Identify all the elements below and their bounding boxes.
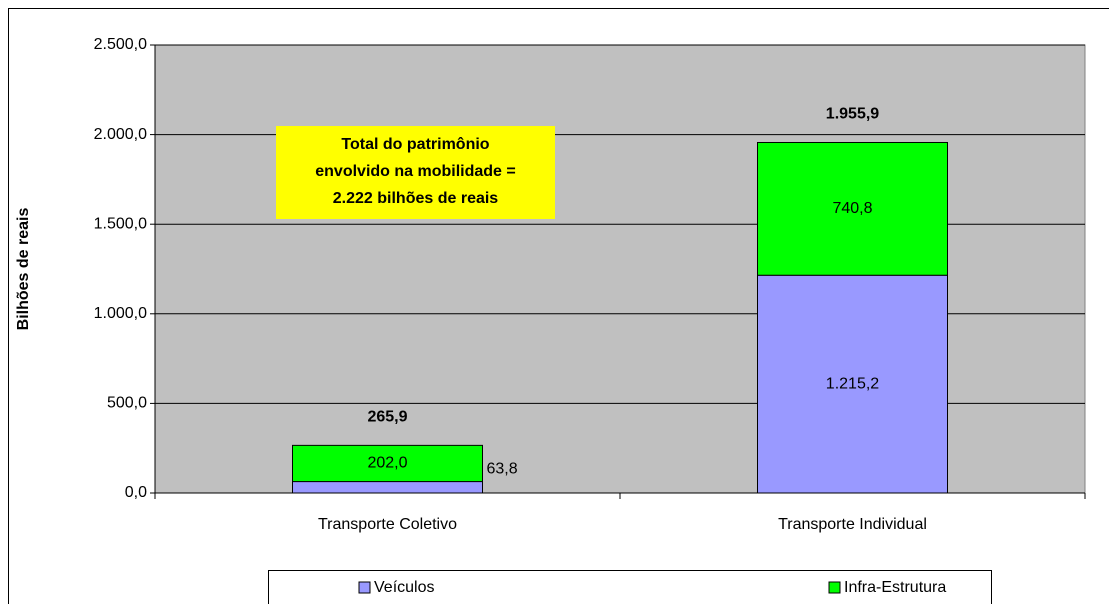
y-tick-label: 1.500,0: [94, 215, 147, 232]
annotation-text: Total do patrimônio: [341, 136, 489, 153]
x-tick-label: Transporte Coletivo: [318, 516, 457, 533]
legend-swatch: [358, 581, 371, 594]
value-label: 740,8: [832, 200, 872, 217]
value-label: 202,0: [367, 455, 407, 472]
y-tick-label: 500,0: [107, 395, 147, 412]
total-label: 1.955,9: [826, 106, 879, 123]
y-tick-label: 2.500,0: [94, 36, 147, 53]
annotation-box: [276, 126, 555, 219]
legend-label: Infra-Estrutura: [844, 579, 946, 596]
annotation-text: 2.222 bilhões de reais: [333, 190, 499, 207]
legend-label: Veículos: [374, 579, 434, 596]
x-tick-label: Transporte Individual: [778, 516, 927, 533]
value-label: 63,8: [487, 460, 518, 477]
bar-segment: [757, 141, 948, 276]
y-tick-label: 0,0: [125, 484, 147, 501]
legend-box: [268, 570, 992, 604]
value-label: 1.215,2: [826, 375, 879, 392]
annotation-text: envolvido na mobilidade =: [315, 163, 515, 180]
y-tick-label: 1.000,0: [94, 305, 147, 322]
y-axis-label: Bilhões de reais: [15, 208, 32, 331]
total-label: 265,9: [367, 409, 407, 426]
y-tick-label: 2.000,0: [94, 126, 147, 143]
bar-segment: [292, 444, 483, 483]
bar-segment: [757, 274, 948, 494]
legend-swatch: [828, 581, 841, 594]
bar-segment: [292, 481, 483, 494]
